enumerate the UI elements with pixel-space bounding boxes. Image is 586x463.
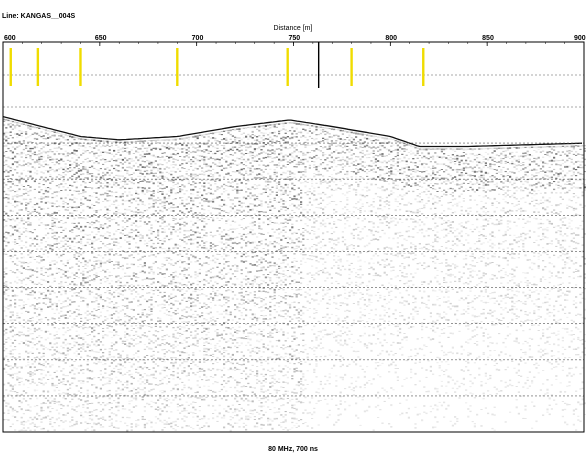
x-axis-title: Distance [m] — [273, 25, 313, 32]
x-tick-label: 700 — [192, 35, 204, 42]
x-tick-label: 750 — [289, 35, 301, 42]
x-tick-label: 650 — [95, 35, 107, 42]
x-tick-label: 600 — [4, 35, 16, 42]
frequency-time-label: 80 MHz, 700 ns — [268, 446, 318, 453]
line-title: Line: KANGAS__004S — [2, 13, 76, 20]
x-tick-label: 900 — [574, 35, 586, 42]
x-tick-label: 850 — [482, 35, 494, 42]
radargram-traces — [3, 118, 586, 432]
surface-line — [2, 115, 583, 148]
plot-frame — [2, 41, 585, 433]
x-tick-label: 800 — [385, 35, 397, 42]
